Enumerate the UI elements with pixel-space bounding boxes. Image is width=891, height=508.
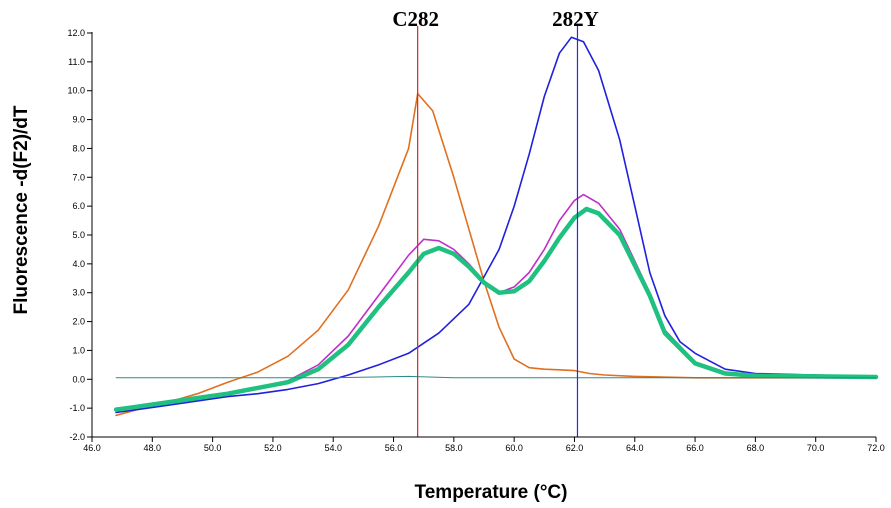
y-tick-label: -1.0 [69,403,85,413]
y-axis-title: Fluorescence -d(F2)/dT [11,105,32,314]
y-tick-label: 2.0 [72,317,85,327]
x-tick-label: 72.0 [867,443,885,453]
x-tick-label: 60.0 [505,443,523,453]
x-tick-label: 62.0 [566,443,584,453]
series-line-5 [115,375,877,379]
series-line-1 [115,92,877,417]
y-tick-label: -2.0 [69,432,85,442]
x-tick-label: 64.0 [626,443,644,453]
x-tick-label: 66.0 [686,443,704,453]
y-tick-label: 8.0 [72,143,85,153]
y-tick-label: 0.0 [72,374,85,384]
y-tick-label: 9.0 [72,115,85,125]
series-line-2 [115,36,877,414]
x-tick-label: 46.0 [83,443,101,453]
x-tick-label: 68.0 [747,443,765,453]
marker-label-c282: C282 [392,7,439,31]
x-tick-label: 50.0 [204,443,222,453]
x-tick-label: 58.0 [445,443,463,453]
series-line-4 [113,206,879,412]
y-tick-label: 7.0 [72,172,85,182]
x-tick-label: 52.0 [264,443,282,453]
axes-layer: -2.0 -1.0 0.0 1.0 2.0 3.0 4.0 5.0 6.0 7.0 8.0 9.0 10… [67,28,884,453]
x-axis-title: Temperature (°C) [415,482,568,503]
y-tick-label: 4.0 [72,259,85,269]
marker-layer: C282 282Y [392,7,599,437]
marker-label-282y: 282Y [552,7,599,31]
x-tick-label: 70.0 [807,443,825,453]
y-tick-label: 5.0 [72,230,85,240]
x-tick-label: 54.0 [324,443,342,453]
y-tick-label: 12.0 [67,28,85,38]
y-tick-label: 1.0 [72,345,85,355]
series-layer [113,36,879,417]
x-tick-label: 56.0 [385,443,403,453]
y-tick-label: 6.0 [72,201,85,211]
y-tick-label: 11.0 [68,57,85,67]
y-tick-label: 3.0 [72,288,85,298]
y-tick-label: 10.0 [67,86,85,96]
x-tick-label: 48.0 [144,443,162,453]
